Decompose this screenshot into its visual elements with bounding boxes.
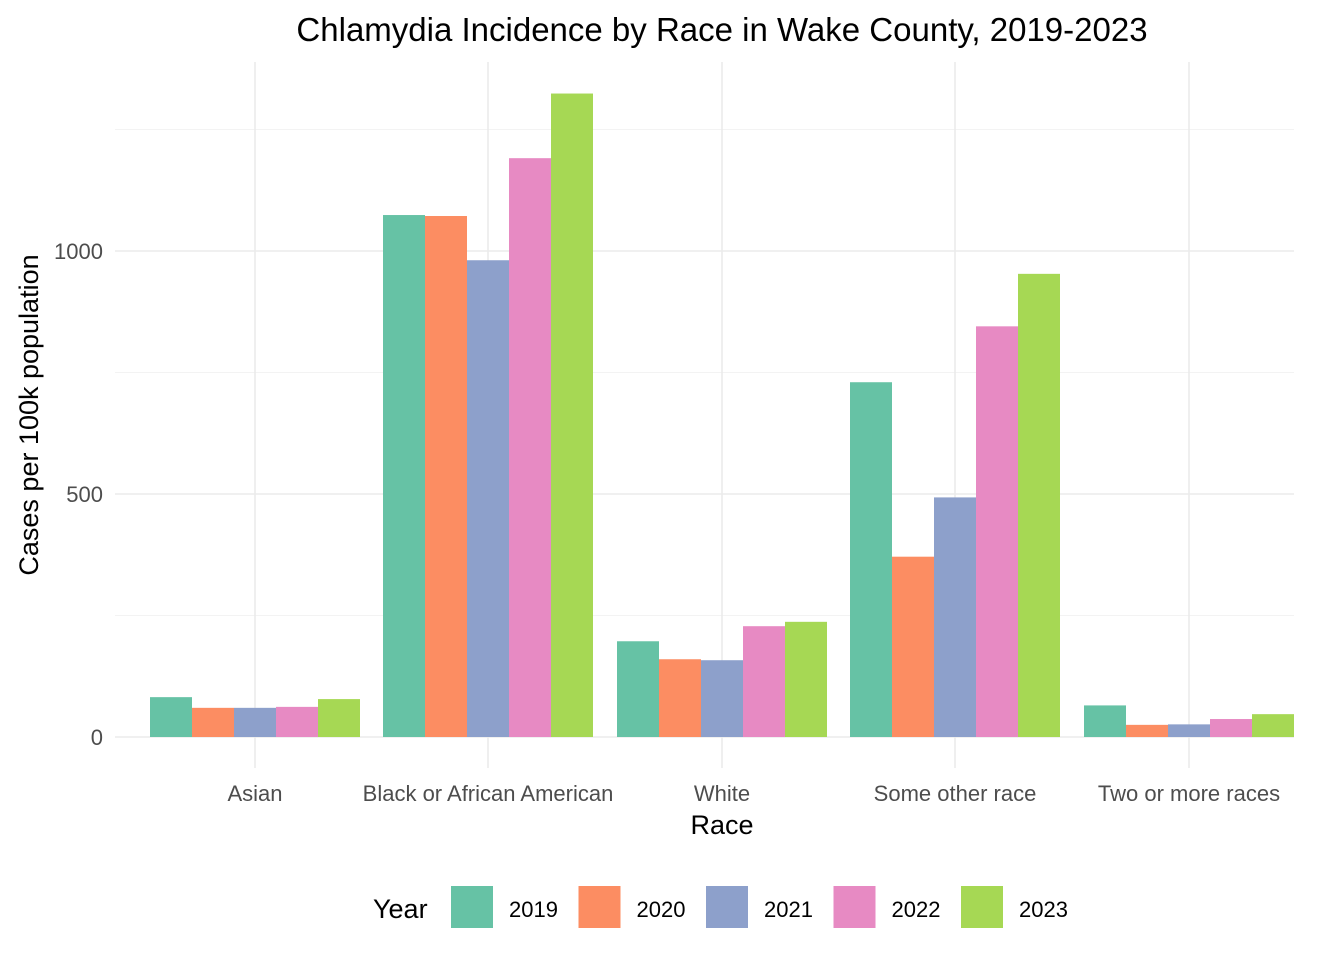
x-tick-label: Asian	[227, 781, 282, 806]
x-tick-label: Some other race	[874, 781, 1037, 806]
bar-2020-3	[892, 556, 934, 737]
legend-label-2022: 2022	[892, 897, 941, 922]
bar-2022-3	[976, 326, 1018, 737]
x-axis-ticks: Asian Black or African American White Some …	[227, 781, 1280, 806]
legend-label-2023: 2023	[1019, 897, 1068, 922]
bar-2022-4	[1210, 719, 1252, 737]
legend-key-2020	[578, 886, 621, 928]
x-tick-label: Black or African American	[363, 781, 614, 806]
bar-2023-2	[785, 621, 827, 737]
legend-key-2022	[833, 886, 876, 928]
bar-2022-0	[276, 706, 318, 737]
bar-2022-2	[743, 626, 785, 737]
legend: Year 2019 2020 2021 2022 2023	[373, 886, 1068, 928]
legend-label-2019: 2019	[509, 897, 558, 922]
legend-key-2019	[451, 886, 493, 928]
bar-2021-1	[467, 260, 509, 737]
bar-2021-0	[234, 707, 276, 737]
x-axis-title: Race	[690, 810, 753, 840]
bar-2019-1	[383, 215, 425, 737]
bar-2023-0	[318, 699, 360, 737]
bar-2020-2	[659, 659, 701, 737]
legend-label-2020: 2020	[637, 897, 686, 922]
x-tick-label: White	[694, 781, 750, 806]
bar-2021-4	[1168, 724, 1210, 737]
bar-2021-3	[934, 497, 976, 737]
chart-title: Chlamydia Incidence by Race in Wake Coun…	[296, 11, 1147, 48]
bars-layer	[150, 93, 1294, 737]
bar-2023-4	[1252, 714, 1294, 737]
y-tick-label: 0	[91, 725, 103, 750]
bar-2021-2	[701, 660, 743, 737]
bar-2020-0	[192, 707, 234, 737]
legend-label-2021: 2021	[764, 897, 813, 922]
legend-key-2021	[706, 886, 748, 928]
y-axis-title: Cases per 100k population	[14, 254, 44, 575]
bar-2019-0	[150, 697, 192, 737]
bar-2023-3	[1018, 273, 1060, 737]
bar-2019-4	[1084, 705, 1126, 737]
x-tick-label: Two or more races	[1098, 781, 1280, 806]
y-tick-label: 500	[66, 482, 103, 507]
bar-2023-1	[551, 93, 593, 737]
bar-2020-4	[1126, 724, 1168, 737]
legend-items: 2019 2020 2021 2022 2023	[451, 886, 1068, 928]
y-tick-label: 1000	[54, 239, 103, 264]
legend-title: Year	[373, 894, 428, 924]
y-axis-ticks: 0 500 1000	[54, 239, 103, 750]
bar-2022-1	[509, 158, 551, 737]
bar-2020-1	[425, 216, 467, 737]
bar-2019-2	[617, 641, 659, 737]
legend-key-2023	[961, 886, 1003, 928]
bar-2019-3	[850, 382, 892, 737]
